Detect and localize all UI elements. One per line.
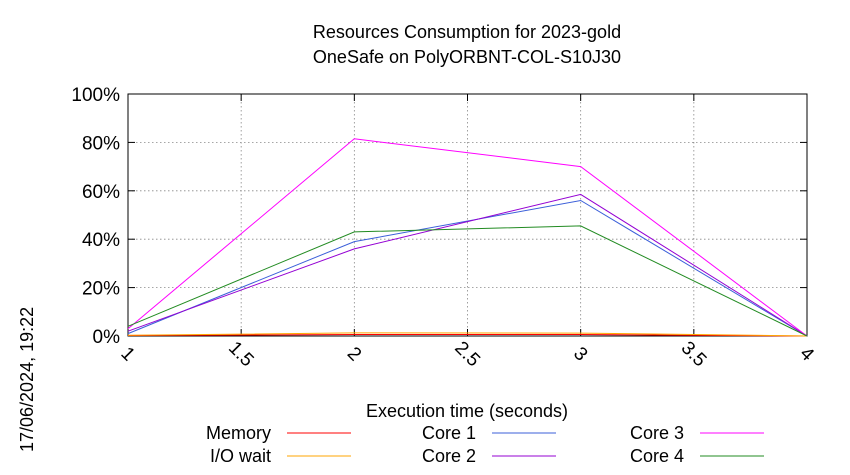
x-tick-label: 3 xyxy=(569,343,591,365)
series-lines xyxy=(127,138,808,337)
legend-label-core-4: Core 4 xyxy=(630,446,684,466)
x-tick-label: 2 xyxy=(343,343,365,365)
y-tick-label: 40% xyxy=(82,230,120,251)
y-tick-label: 100% xyxy=(71,85,120,106)
series-line-core-2 xyxy=(127,193,808,337)
y-tick-label: 0% xyxy=(93,327,121,348)
chart-title: Resources Consumption for 2023-gold xyxy=(313,22,621,42)
y-tick-label: 60% xyxy=(82,182,120,203)
x-tick-label: 1.5 xyxy=(224,338,258,372)
x-axis-label: Execution time (seconds) xyxy=(366,401,568,421)
series-line-core-1 xyxy=(127,199,808,337)
legend-label-core-2: Core 2 xyxy=(422,446,476,466)
legend-label-i-o-wait: I/O wait xyxy=(210,446,271,466)
legend-label-memory: Memory xyxy=(206,423,271,443)
x-tick-label: 2.5 xyxy=(450,338,484,372)
legend-label-core-3: Core 3 xyxy=(630,423,684,443)
timestamp-label: 17/06/2024, 19:22 xyxy=(17,307,37,452)
series-line-i-o-wait xyxy=(127,332,808,337)
y-axis-ticks: 0% 20% 40% 60% 80% 100% xyxy=(71,85,807,348)
x-tick-label: 3.5 xyxy=(677,338,711,372)
x-tick-label: 4 xyxy=(795,343,818,366)
legend: Memory I/O wait Core 1 Core 2 Core 3 Core 4 xyxy=(206,423,764,466)
chart-subtitle: OneSafe on PolyORBNT-COL-S10J30 xyxy=(313,47,621,67)
legend-label-core-1: Core 1 xyxy=(422,423,476,443)
y-tick-label: 20% xyxy=(82,279,120,300)
y-tick-label: 80% xyxy=(82,133,120,154)
grid-lines xyxy=(128,94,807,336)
x-axis-ticks: 1 1.5 2 2.5 3 3.5 4 xyxy=(116,94,818,371)
series-line-core-4 xyxy=(127,225,808,337)
series-line-core-3 xyxy=(127,138,808,337)
series-line-memory xyxy=(127,334,808,337)
plot-frame xyxy=(127,93,808,337)
